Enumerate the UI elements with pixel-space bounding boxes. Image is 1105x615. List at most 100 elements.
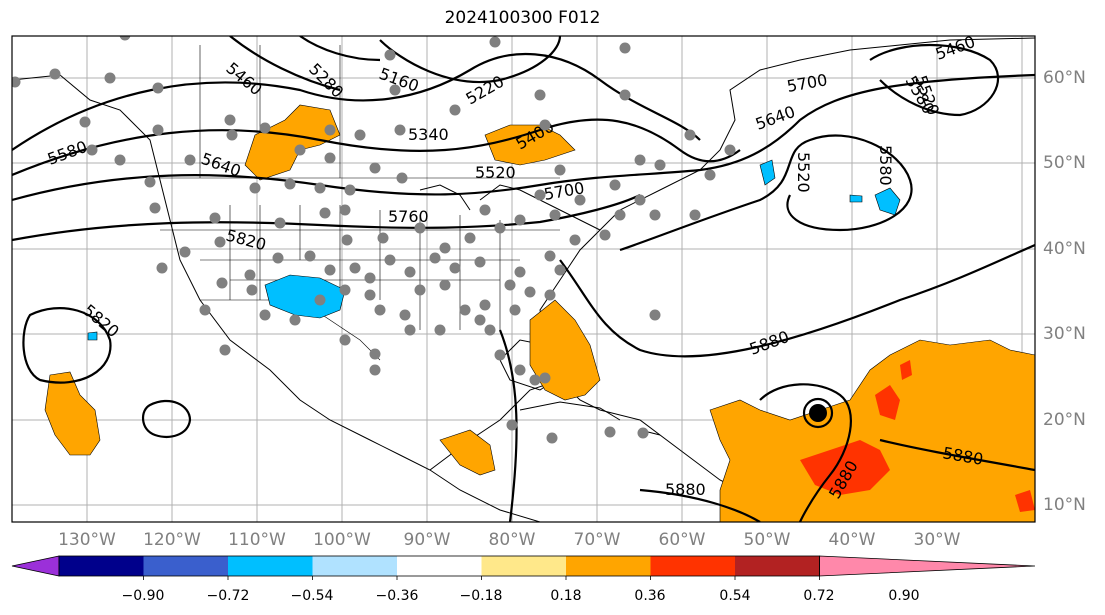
contour-label: 5580 — [876, 145, 895, 186]
colorbar — [11, 555, 1036, 580]
contour-label: 5520 — [475, 163, 516, 182]
station-marker — [724, 144, 736, 156]
station-marker — [494, 222, 506, 234]
latitude-label: 50°N — [1043, 153, 1086, 173]
contour-label: 5520 — [794, 152, 813, 193]
station-marker — [404, 324, 416, 336]
station-marker — [339, 334, 351, 346]
longitude-label: 110°W — [228, 530, 286, 550]
station-marker — [259, 309, 271, 321]
station-marker — [319, 207, 331, 219]
station-marker — [489, 36, 501, 48]
longitude-label: 40°W — [829, 530, 876, 550]
colorbar-tick-label: −0.36 — [376, 588, 419, 604]
station-marker — [384, 254, 396, 266]
longitude-label: 60°W — [659, 530, 706, 550]
station-marker — [369, 348, 381, 360]
station-marker — [244, 269, 256, 281]
station-marker — [341, 234, 353, 246]
station-marker — [274, 217, 286, 229]
station-marker — [549, 209, 561, 221]
colorbar-extend-high — [819, 555, 1036, 577]
station-marker — [12, 76, 21, 88]
station-marker — [79, 116, 91, 128]
colorbar-segment — [566, 556, 651, 576]
height-contours — [12, 36, 1035, 522]
station-marker — [49, 68, 61, 80]
latitude-label: 10°N — [1043, 495, 1086, 515]
longitude-labels: 130°W 120°W 110°W 100°W 90°W 80°W 70°W 6… — [58, 530, 961, 550]
station-marker — [219, 344, 231, 356]
station-marker — [259, 122, 271, 134]
station-marker — [459, 304, 471, 316]
station-marker — [369, 364, 381, 376]
station-marker — [114, 154, 126, 166]
station-marker — [119, 36, 131, 41]
colorbar-tick-label: −0.18 — [460, 588, 503, 604]
latitude-label: 60°N — [1043, 68, 1086, 88]
station-marker — [704, 169, 716, 181]
station-marker — [394, 124, 406, 136]
station-marker — [314, 294, 326, 306]
station-marker — [354, 129, 366, 141]
longitude-label: 120°W — [143, 530, 201, 550]
station-marker — [554, 164, 566, 176]
station-marker — [449, 104, 461, 116]
station-marker — [324, 124, 336, 136]
station-marker — [224, 114, 236, 126]
colorbar-segment — [735, 556, 820, 576]
station-marker — [514, 214, 526, 226]
colorbar-tick-label: −0.72 — [207, 588, 250, 604]
longitude-label: 80°W — [489, 530, 536, 550]
map-frame — [11, 35, 1036, 523]
station-marker — [414, 222, 426, 234]
station-marker — [152, 82, 164, 94]
colorbar-segment — [59, 556, 144, 576]
longitude-label: 70°W — [574, 530, 621, 550]
station-marker — [637, 427, 649, 439]
longitude-label: 30°W — [914, 530, 961, 550]
station-marker — [209, 212, 221, 224]
station-marker — [449, 262, 461, 274]
station-marker — [569, 234, 581, 246]
station-marker — [634, 194, 646, 206]
station-marker — [226, 129, 238, 141]
station-marker — [389, 84, 401, 96]
station-marker — [529, 374, 541, 386]
station-marker — [619, 89, 631, 101]
station-marker — [156, 262, 168, 274]
colorbar-segment — [397, 556, 482, 576]
station-marker — [377, 232, 389, 244]
station-marker — [374, 304, 386, 316]
contour-label: 5880 — [665, 480, 706, 499]
station-marker — [216, 277, 228, 289]
station-marker — [399, 309, 411, 321]
station-marker — [434, 324, 446, 336]
station-marker — [514, 266, 526, 278]
station-marker — [429, 252, 441, 264]
colorbar-outline — [58, 555, 820, 577]
station-marker — [534, 89, 546, 101]
longitude-label: 130°W — [58, 530, 116, 550]
station-marker — [649, 309, 661, 321]
strong-positive-shading — [800, 360, 1035, 512]
longitude-label: 50°W — [744, 530, 791, 550]
station-marker — [344, 184, 356, 196]
station-marker — [272, 252, 284, 264]
station-marker — [504, 279, 516, 291]
station-marker — [684, 129, 696, 141]
station-marker — [524, 286, 536, 298]
latitude-label: 40°N — [1043, 239, 1086, 259]
station-marker — [649, 209, 661, 221]
latitude-label: 30°N — [1043, 324, 1086, 344]
station-marker — [554, 264, 566, 276]
station-marker — [609, 179, 621, 191]
station-marker — [179, 246, 191, 258]
station-marker — [414, 284, 426, 296]
colorbar-tick-label: 0.72 — [803, 588, 834, 604]
station-marker — [324, 264, 336, 276]
station-marker — [654, 159, 666, 171]
latitude-labels: 60°N 50°N 40°N 30°N 20°N 10°N — [1043, 68, 1086, 515]
colorbar-segment — [228, 556, 313, 576]
station-marker — [349, 262, 361, 274]
